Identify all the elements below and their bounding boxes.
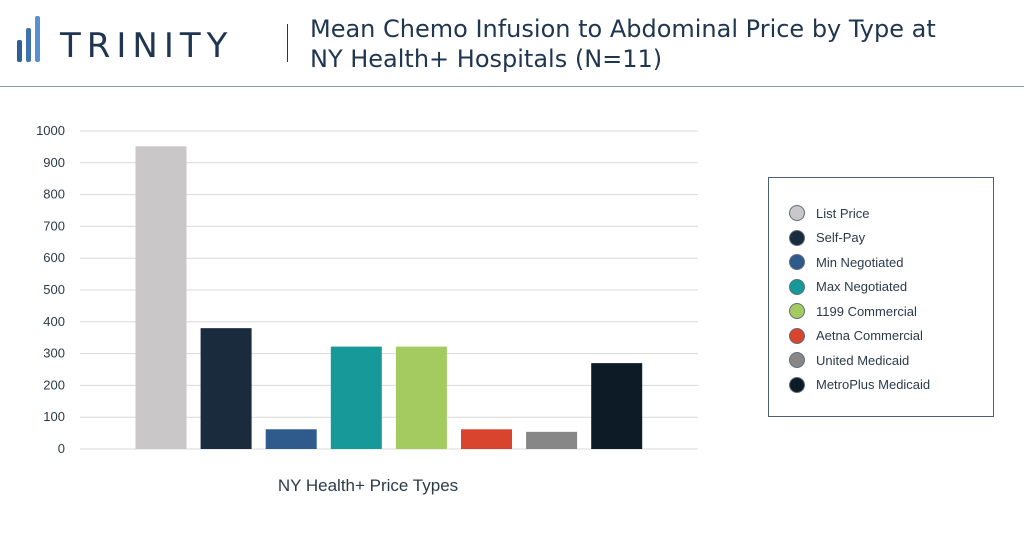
legend-item: Self-Pay <box>789 226 993 251</box>
legend-label: Aetna Commercial <box>816 328 923 344</box>
bar-chart: 0 100 200 300 400 500 600 700 800 900 1000 NY Heal… <box>36 123 698 495</box>
legend-item: 1199 Commercial <box>789 299 993 324</box>
legend-label: Max Negotiated <box>816 279 908 295</box>
legend-swatch <box>789 254 805 271</box>
bar-min-negotiated <box>265 429 317 449</box>
legend-label: 1199 Commercial <box>816 303 917 319</box>
legend-swatch <box>789 205 805 222</box>
legend-swatch <box>789 376 805 393</box>
legend-label: MetroPlus Medicaid <box>816 377 931 393</box>
header-divider <box>287 24 288 62</box>
y-tick-label: 1000 <box>36 123 65 138</box>
bar-self-pay <box>200 328 252 449</box>
y-tick-label: 900 <box>43 155 65 170</box>
chart-title: Mean Chemo Infusion to Abdominal Price b… <box>310 14 1010 74</box>
bar-max-negotiated <box>330 346 382 449</box>
legend-item: MetroPlus Medicaid <box>789 373 993 398</box>
y-tick-label: 400 <box>43 314 65 329</box>
legend-swatch <box>789 352 805 369</box>
chart-legend: List Price Self-Pay Min Negotiated Max Nego… <box>768 177 994 417</box>
legend-swatch <box>789 229 805 246</box>
legend-label: Self-Pay <box>816 230 866 246</box>
legend-item: List Price <box>789 201 993 226</box>
legend-label: Min Negotiated <box>816 254 904 270</box>
legend-swatch <box>789 278 805 295</box>
y-axis-ticks: 0 100 200 300 400 500 600 700 800 900 1000 <box>36 123 65 456</box>
chart-title-line-1: Mean Chemo Infusion to Abdominal Price b… <box>310 15 936 43</box>
y-tick-label: 500 <box>43 282 65 297</box>
legend-item: Aetna Commercial <box>789 324 993 349</box>
chart-title-line-2: NY Health+ Hospitals (N=11) <box>310 45 663 73</box>
legend-label: List Price <box>816 205 870 221</box>
legend-item: Min Negotiated <box>789 250 993 275</box>
y-tick-label: 700 <box>43 218 65 233</box>
y-tick-label: 800 <box>43 187 65 202</box>
legend-label: United Medicaid <box>816 352 910 368</box>
x-axis-label: NY Health+ Price Types <box>278 476 458 495</box>
logo-text: TRINITY <box>60 26 234 66</box>
bar-metroplus-medicaid <box>591 363 643 449</box>
legend-item: United Medicaid <box>789 348 993 373</box>
trinity-logo-icon <box>17 16 40 62</box>
y-tick-label: 0 <box>58 441 65 456</box>
bar-list-price <box>135 146 187 449</box>
y-tick-label: 600 <box>43 250 65 265</box>
y-tick-label: 300 <box>43 346 65 361</box>
y-tick-label: 200 <box>43 377 65 392</box>
bar-aetna-commercial <box>461 429 512 449</box>
y-tick-label: 100 <box>43 409 65 424</box>
legend-item: Max Negotiated <box>789 275 993 300</box>
legend-swatch <box>789 303 805 320</box>
bar-united-medicaid <box>526 431 578 449</box>
legend-swatch <box>789 327 805 344</box>
header: TRINITY Mean Chemo Infusion to Abdominal… <box>0 0 1024 87</box>
chart-bars <box>135 146 643 449</box>
bar-1199-commercial <box>395 346 447 449</box>
